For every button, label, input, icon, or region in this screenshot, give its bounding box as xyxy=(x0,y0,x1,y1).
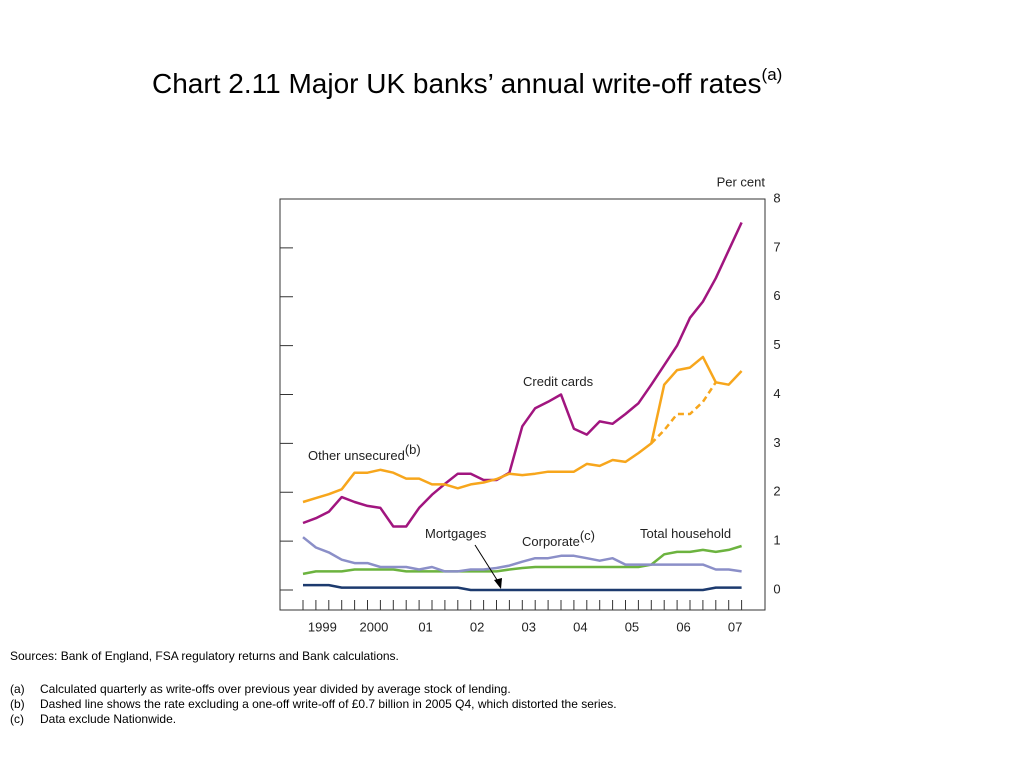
note-text: Calculated quarterly as write-offs over … xyxy=(40,682,511,696)
note-text: Dashed line shows the rate excluding a o… xyxy=(40,697,617,711)
y-tick-label: 6 xyxy=(773,288,780,303)
note-marker: (c) xyxy=(10,712,24,726)
y-axis-label: Per cent xyxy=(717,174,766,189)
series-name: Other unsecured xyxy=(308,448,405,463)
sources: Sources: Bank of England, FSA regulatory… xyxy=(10,649,399,663)
series-label: Mortgages xyxy=(425,526,487,541)
y-tick-label: 3 xyxy=(773,435,780,450)
series-name: Corporate xyxy=(522,534,580,549)
x-tick-label: 01 xyxy=(418,619,432,634)
series-label: Total household xyxy=(640,526,731,541)
series-line xyxy=(302,221,743,528)
series-label: Corporate(c) xyxy=(522,528,595,549)
x-tick-label: 2000 xyxy=(359,619,388,634)
chart-title: Chart 2.11 Major UK banks’ annual write-… xyxy=(152,65,782,99)
x-tick-label: 03 xyxy=(522,619,536,634)
series-superscript: (b) xyxy=(405,442,421,457)
x-tick-label: 05 xyxy=(625,619,639,634)
series-label: Other unsecured(b) xyxy=(308,442,421,463)
x-tick-label: 04 xyxy=(573,619,587,634)
note-marker: (b) xyxy=(10,697,25,711)
notes: (a) Calculated quarterly as write-offs ov… xyxy=(10,682,617,726)
note-text: Data exclude Nationwide. xyxy=(40,712,176,726)
series-name: Credit cards xyxy=(523,374,594,389)
series-line xyxy=(650,381,717,445)
series-superscript: (c) xyxy=(580,528,595,543)
x-tick-label: 1999 xyxy=(308,619,337,634)
series-name: Mortgages xyxy=(425,526,487,541)
y-tick-label: 4 xyxy=(773,386,780,401)
y-tick-label: 2 xyxy=(773,484,780,499)
y-tick-label: 8 xyxy=(773,190,780,205)
x-tick-label: 07 xyxy=(728,619,742,634)
series-line xyxy=(302,544,742,576)
series-line xyxy=(302,355,743,504)
arrow-head xyxy=(494,578,502,589)
y-tick-label: 7 xyxy=(773,239,780,254)
series-label: Credit cards xyxy=(523,374,594,389)
title-superscript: (a) xyxy=(762,65,783,84)
y-tick-label: 5 xyxy=(773,337,780,352)
title-text: Chart 2.11 Major UK banks’ annual write-… xyxy=(152,68,762,99)
x-tick-label: 02 xyxy=(470,619,484,634)
y-tick-label: 0 xyxy=(773,581,780,596)
series-line xyxy=(303,583,742,592)
series-line xyxy=(302,536,742,573)
y-tick-label: 1 xyxy=(773,533,780,548)
note-marker: (a) xyxy=(10,682,25,696)
series-name: Total household xyxy=(640,526,731,541)
arrow xyxy=(474,544,500,584)
x-tick-label: 06 xyxy=(676,619,690,634)
